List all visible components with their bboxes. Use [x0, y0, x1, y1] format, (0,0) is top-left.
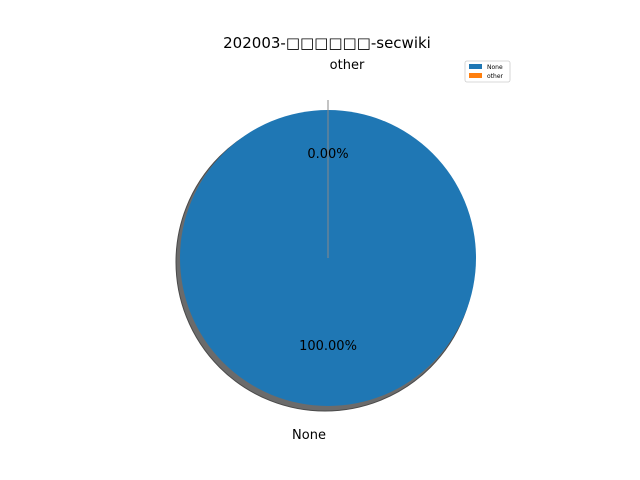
legend-swatch-other	[469, 73, 482, 78]
legend-swatch-none	[469, 64, 482, 69]
legend: None other	[464, 60, 511, 83]
chart-title: 202003-□□□□□□-secwiki	[223, 34, 431, 52]
category-label-other: other	[330, 58, 365, 73]
percent-label-other: 0.00%	[307, 147, 348, 162]
legend-label-other: other	[487, 73, 504, 80]
pie-plot	[175, 100, 476, 412]
percent-label-none: 100.00%	[299, 339, 357, 354]
category-label-none: None	[292, 428, 326, 443]
legend-label-none: None	[487, 64, 503, 71]
